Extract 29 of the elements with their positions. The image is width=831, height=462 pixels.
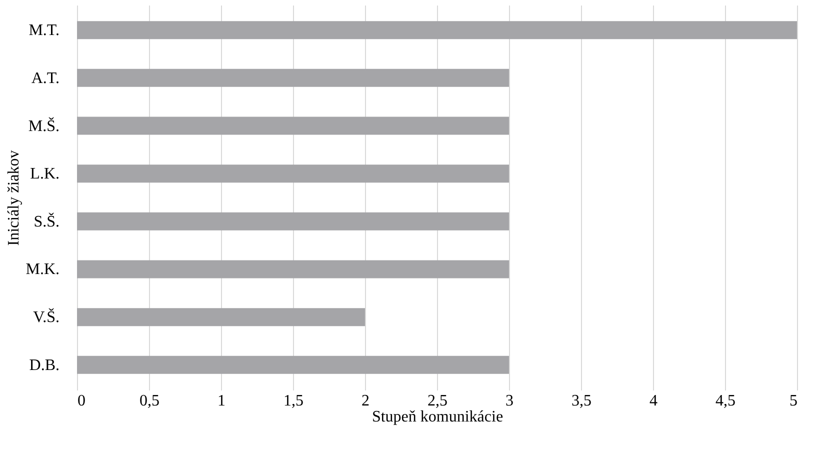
y-tick-label: D.B. <box>29 356 60 374</box>
x-tick-label: 2 <box>362 392 370 410</box>
x-tick-label: 5 <box>790 392 798 410</box>
x-tick-label: 1 <box>218 392 226 410</box>
bar <box>77 308 365 326</box>
x-tick-label: 3,5 <box>572 392 592 410</box>
bar <box>77 68 509 87</box>
x-tick-label: 0,5 <box>140 392 160 410</box>
bar <box>77 116 509 135</box>
bar <box>77 356 509 374</box>
x-tick-label: 1,5 <box>284 392 304 410</box>
x-tick-label: 0 <box>78 392 86 410</box>
bar <box>77 164 509 183</box>
y-tick-label: S.Š. <box>34 212 60 230</box>
y-axis-title: Iniciály žiakov <box>6 150 23 246</box>
bar <box>77 212 509 230</box>
x-tick-label: 4 <box>650 392 658 410</box>
y-tick-label: A.T. <box>31 70 60 87</box>
x-tick-label: 4,5 <box>716 392 736 410</box>
x-axis-title: Stupeň komunikácie <box>372 408 504 426</box>
y-tick-label: V.Š. <box>33 308 60 326</box>
y-tick-label: M.Š. <box>28 116 60 135</box>
y-tick-label: M.K. <box>26 261 60 278</box>
y-tick-label: M.T. <box>28 22 60 40</box>
bar <box>77 21 797 40</box>
x-tick-label: 3 <box>506 392 514 410</box>
y-tick-label: L.K. <box>30 166 60 183</box>
x-tick-label: 2,5 <box>428 392 448 410</box>
bar <box>77 260 509 278</box>
